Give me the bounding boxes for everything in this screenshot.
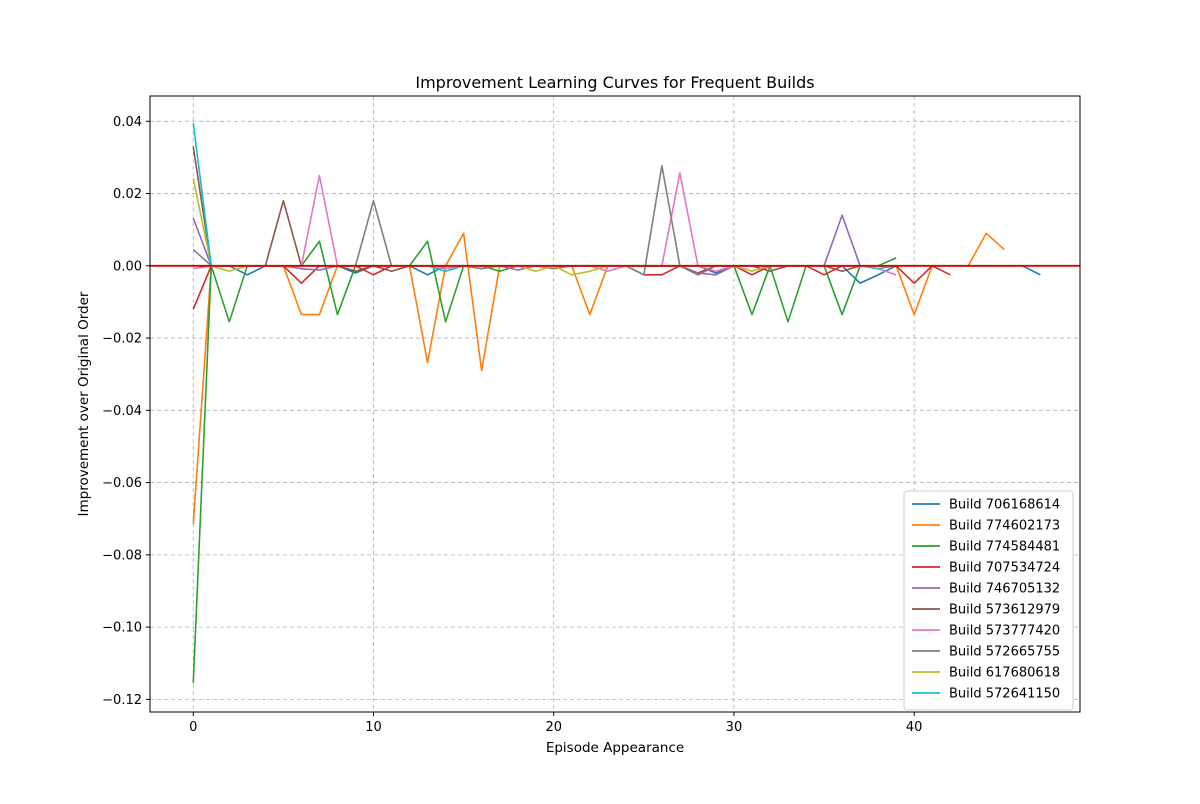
y-tick-label: 0.00 [113, 259, 142, 274]
legend-entry: Build 572665755 [949, 645, 1060, 660]
legend-entry: Build 617680618 [949, 666, 1060, 681]
x-tick-label: 10 [365, 720, 382, 735]
legend-entry: Build 774584481 [949, 540, 1060, 555]
y-tick-label: −0.08 [102, 548, 142, 563]
y-tick-label: −0.04 [102, 404, 142, 419]
legend-entry: Build 572641150 [949, 687, 1060, 702]
plot-area-frame [149, 95, 1081, 713]
x-tick-label: 0 [189, 720, 197, 735]
legend-entry: Build 774602173 [949, 519, 1060, 534]
legend: Build 706168614 Build 774602173 Build 7745… [903, 490, 1074, 711]
x-tick-label: 30 [726, 720, 743, 735]
axis-ticks: 0 10 20 30 40 0.04 0.02 0.00 −0.02 −0.04 −0.06 −0.0… [102, 115, 922, 735]
legend-entry: Build 707534724 [949, 561, 1060, 576]
legend-entry: Build 573777420 [949, 624, 1060, 639]
x-axis-label: Episode Appearance [546, 740, 684, 756]
y-tick-label: 0.02 [113, 187, 142, 202]
y-axis-label: Improvement over Original Order [76, 291, 92, 516]
legend-entry: Build 746705132 [949, 582, 1060, 597]
y-tick-label: −0.06 [102, 476, 142, 491]
y-tick-label: −0.10 [102, 621, 142, 636]
legend-entry: Build 573612979 [949, 603, 1060, 618]
y-tick-label: −0.12 [102, 693, 142, 708]
chart-title: Improvement Learning Curves for Frequent… [415, 73, 814, 92]
x-tick-label: 40 [906, 720, 923, 735]
x-tick-label: 20 [545, 720, 562, 735]
legend-entry: Build 706168614 [949, 498, 1060, 513]
y-tick-label: 0.04 [113, 115, 142, 130]
legend-box [903, 490, 1074, 711]
y-tick-label: −0.02 [102, 332, 142, 347]
